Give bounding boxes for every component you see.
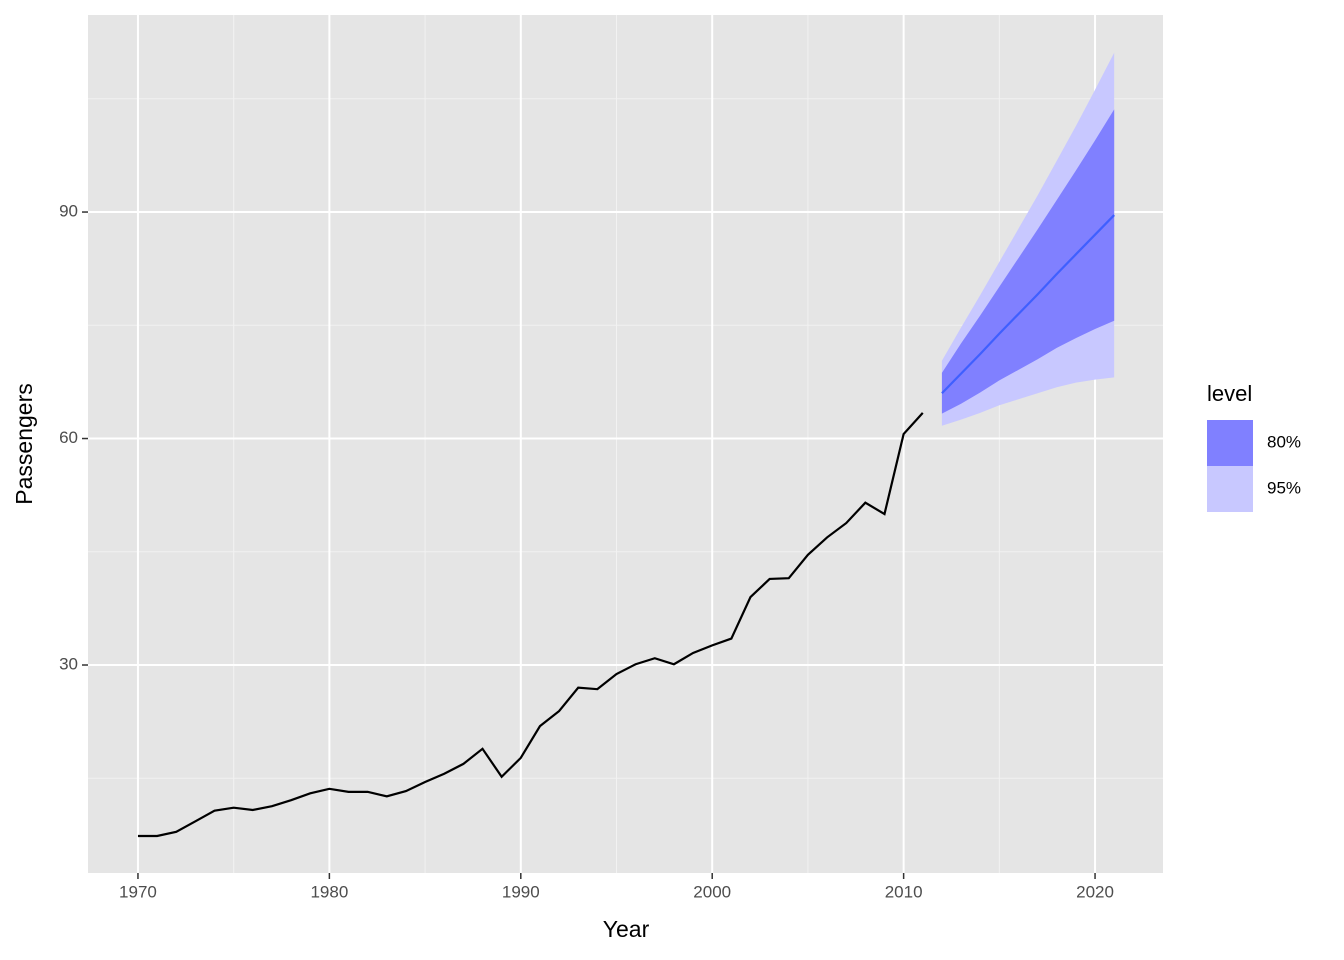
y-tick-label: 90 — [59, 202, 78, 221]
x-axis-title: Year — [603, 916, 650, 942]
legend-label: 80% — [1267, 432, 1301, 451]
interval-band — [941, 109, 1115, 414]
y-tick-label: 30 — [59, 654, 78, 673]
x-tick-label: 1970 — [119, 882, 157, 901]
y-axis-title: Passengers — [11, 383, 37, 504]
legend-label: 95% — [1267, 478, 1301, 497]
legend-key — [1207, 466, 1253, 512]
y-tick-label: 60 — [59, 428, 78, 447]
forecast-line — [941, 214, 1115, 394]
legend-title: level — [1207, 381, 1252, 406]
x-tick-label: 2000 — [693, 882, 731, 901]
panel — [88, 15, 1163, 873]
x-tick-label: 1990 — [502, 882, 540, 901]
x-tick-label: 2020 — [1076, 882, 1114, 901]
data-line — [137, 412, 924, 838]
x-tick-label: 2010 — [885, 882, 923, 901]
legend-key — [1207, 420, 1253, 466]
x-tick-label: 1980 — [310, 882, 348, 901]
